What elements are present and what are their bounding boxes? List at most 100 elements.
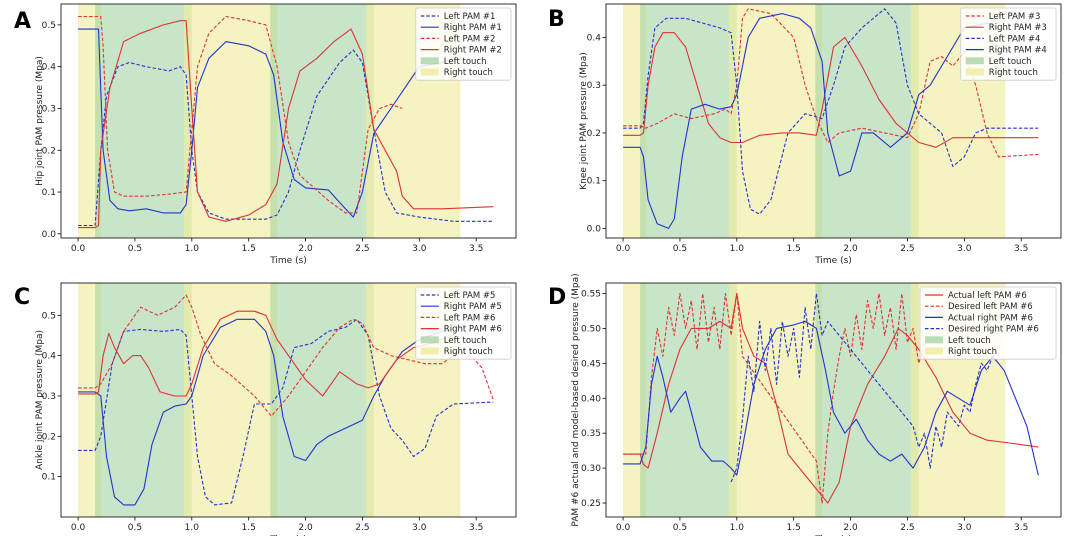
x-tick-label: 2.5 bbox=[900, 523, 914, 533]
x-tick-label: 2.0 bbox=[843, 523, 858, 533]
legend-label: Left PAM #5 bbox=[444, 291, 496, 301]
left-touch-region-3 bbox=[270, 4, 374, 238]
legend-label: Desired right PAM #6 bbox=[948, 325, 1039, 335]
axes-frame bbox=[60, 3, 517, 239]
x-tick-label: 3.0 bbox=[412, 523, 427, 533]
touch-regions bbox=[78, 283, 461, 517]
y-tick-label: 0.35 bbox=[581, 429, 601, 439]
y-tick-label: 0.0 bbox=[42, 230, 57, 240]
x-tick-label: 3.5 bbox=[1014, 244, 1028, 254]
legend-swatch bbox=[925, 347, 943, 355]
panel-a: 0.0 0.5 1.0 1.5 2.0 2.5 3.0 3.5 0.0 0.1 0.2 0.3 0.4 0… bbox=[14, 3, 517, 266]
legend-label: Right PAM #4 bbox=[989, 46, 1047, 56]
x-tick-label: 1.5 bbox=[787, 523, 801, 533]
y-tick-label: 0.1 bbox=[587, 177, 601, 187]
legend-label: Actual right PAM #6 bbox=[948, 313, 1033, 323]
x-tick-label: 1.5 bbox=[242, 523, 256, 533]
series-lines bbox=[623, 8, 1039, 229]
y-tick-label: 0.0 bbox=[587, 224, 602, 234]
y-tick-label: 0.5 bbox=[42, 21, 56, 31]
axes-frame bbox=[60, 282, 517, 518]
y-axis-title: PAM #6 actual and model-based desired pr… bbox=[571, 273, 581, 526]
x-tick-label: 2.0 bbox=[843, 244, 858, 254]
legend-label: Left touch bbox=[989, 57, 1032, 67]
legend-swatch bbox=[420, 57, 439, 65]
y-tick-label: 0.3 bbox=[42, 104, 56, 114]
x-tick-label: 1.0 bbox=[730, 244, 745, 254]
left-touch-region-3 bbox=[270, 283, 374, 517]
legend-label: Right PAM #5 bbox=[444, 302, 502, 312]
panel-label: D bbox=[548, 285, 566, 310]
y-tick-label: 0.1 bbox=[42, 188, 56, 198]
legend-box bbox=[960, 7, 1057, 81]
y-tick-label: 0.2 bbox=[42, 146, 56, 156]
x-tick-label: 1.5 bbox=[787, 244, 801, 254]
x-tick-label: 2.5 bbox=[355, 244, 369, 254]
x-tick-label: 3.5 bbox=[469, 523, 483, 533]
y-tick-label: 0.45 bbox=[581, 359, 601, 369]
legend-label: Left touch bbox=[444, 336, 487, 346]
x-tick-label: 2.5 bbox=[900, 244, 914, 254]
series-line-desired-left-pam-6 bbox=[623, 292, 926, 504]
legend-label: Left touch bbox=[444, 57, 487, 67]
x-tick-label: 0.5 bbox=[128, 244, 142, 254]
x-tick-label: 0.0 bbox=[71, 244, 86, 254]
series-line-left-pam-6 bbox=[78, 294, 494, 417]
x-tick-label: 3.5 bbox=[469, 244, 483, 254]
series-line-right-pam-5 bbox=[78, 318, 454, 506]
legend-label: Left PAM #6 bbox=[444, 313, 496, 323]
touch-regions bbox=[623, 4, 1006, 238]
touch-regions bbox=[78, 4, 461, 238]
x-tick-label: 3.0 bbox=[957, 523, 972, 533]
panel-b: 0.0 0.5 1.0 1.5 2.0 2.5 3.0 3.5 0.0 0.1 0.2 0.3 0.4 T… bbox=[548, 3, 1062, 266]
legend-label: Right touch bbox=[948, 347, 997, 357]
x-tick-label: 1.0 bbox=[185, 244, 200, 254]
y-tick-label: 0.4 bbox=[587, 33, 602, 43]
series-line-left-pam-2 bbox=[78, 15, 403, 214]
legend-swatch bbox=[420, 68, 439, 76]
legend-swatch bbox=[420, 336, 439, 344]
y-tick-label: 0.55 bbox=[581, 289, 601, 299]
y-tick-label: 0.4 bbox=[42, 352, 57, 362]
panel-d: 0.0 0.5 1.0 1.5 2.0 2.5 3.0 3.5 0.25 0.30 0.35 0.40… bbox=[548, 273, 1062, 536]
y-tick-label: 0.2 bbox=[587, 129, 601, 139]
x-tick-label: 0.5 bbox=[673, 244, 687, 254]
legend-label: Right PAM #3 bbox=[989, 23, 1047, 33]
y-tick-label: 0.3 bbox=[42, 392, 56, 402]
y-tick-label: 0.2 bbox=[42, 432, 56, 442]
legend-swatch bbox=[925, 336, 943, 344]
panel-label: A bbox=[14, 9, 31, 34]
series-line-actual-left-pam-6 bbox=[623, 292, 1039, 504]
left-touch-region-1 bbox=[95, 4, 192, 238]
right-touch-region-2 bbox=[728, 4, 823, 238]
legend-label: Actual left PAM #6 bbox=[948, 291, 1027, 301]
x-tick-label: 3.0 bbox=[957, 244, 972, 254]
y-tick-label: 0.4 bbox=[42, 63, 57, 73]
legend-box bbox=[919, 286, 1057, 360]
x-tick-label: 2.5 bbox=[355, 523, 369, 533]
y-tick-label: 0.25 bbox=[581, 499, 601, 509]
legend-swatch bbox=[420, 347, 439, 355]
y-tick-label: 0.40 bbox=[581, 394, 601, 404]
right-touch-region-2 bbox=[183, 283, 278, 517]
series-lines bbox=[623, 292, 1039, 504]
series-line-right-pam-1 bbox=[78, 28, 454, 218]
left-touch-region-3 bbox=[815, 4, 919, 238]
legend-label: Desired left PAM #6 bbox=[948, 302, 1033, 312]
series-line-actual-right-pam-6 bbox=[623, 320, 1039, 476]
series-lines bbox=[78, 15, 494, 229]
series-line-left-pam-1 bbox=[78, 49, 494, 227]
left-touch-region-3 bbox=[815, 283, 919, 517]
x-tick-label: 0.5 bbox=[128, 523, 142, 533]
series-line-right-pam-2 bbox=[78, 20, 494, 229]
legend-label: Left PAM #2 bbox=[444, 34, 496, 44]
legend-swatch bbox=[965, 68, 984, 76]
legend-label: Right PAM #6 bbox=[444, 325, 502, 335]
series-line-left-pam-4 bbox=[623, 8, 1039, 215]
legend-label: Right touch bbox=[444, 68, 493, 78]
x-tick-label: 3.0 bbox=[412, 244, 427, 254]
panel-c: 0.00.51.01.52.02.53.03.50.10.20.30.40.5T… bbox=[14, 282, 517, 536]
series-line-desired-right-pam-6 bbox=[730, 292, 999, 483]
